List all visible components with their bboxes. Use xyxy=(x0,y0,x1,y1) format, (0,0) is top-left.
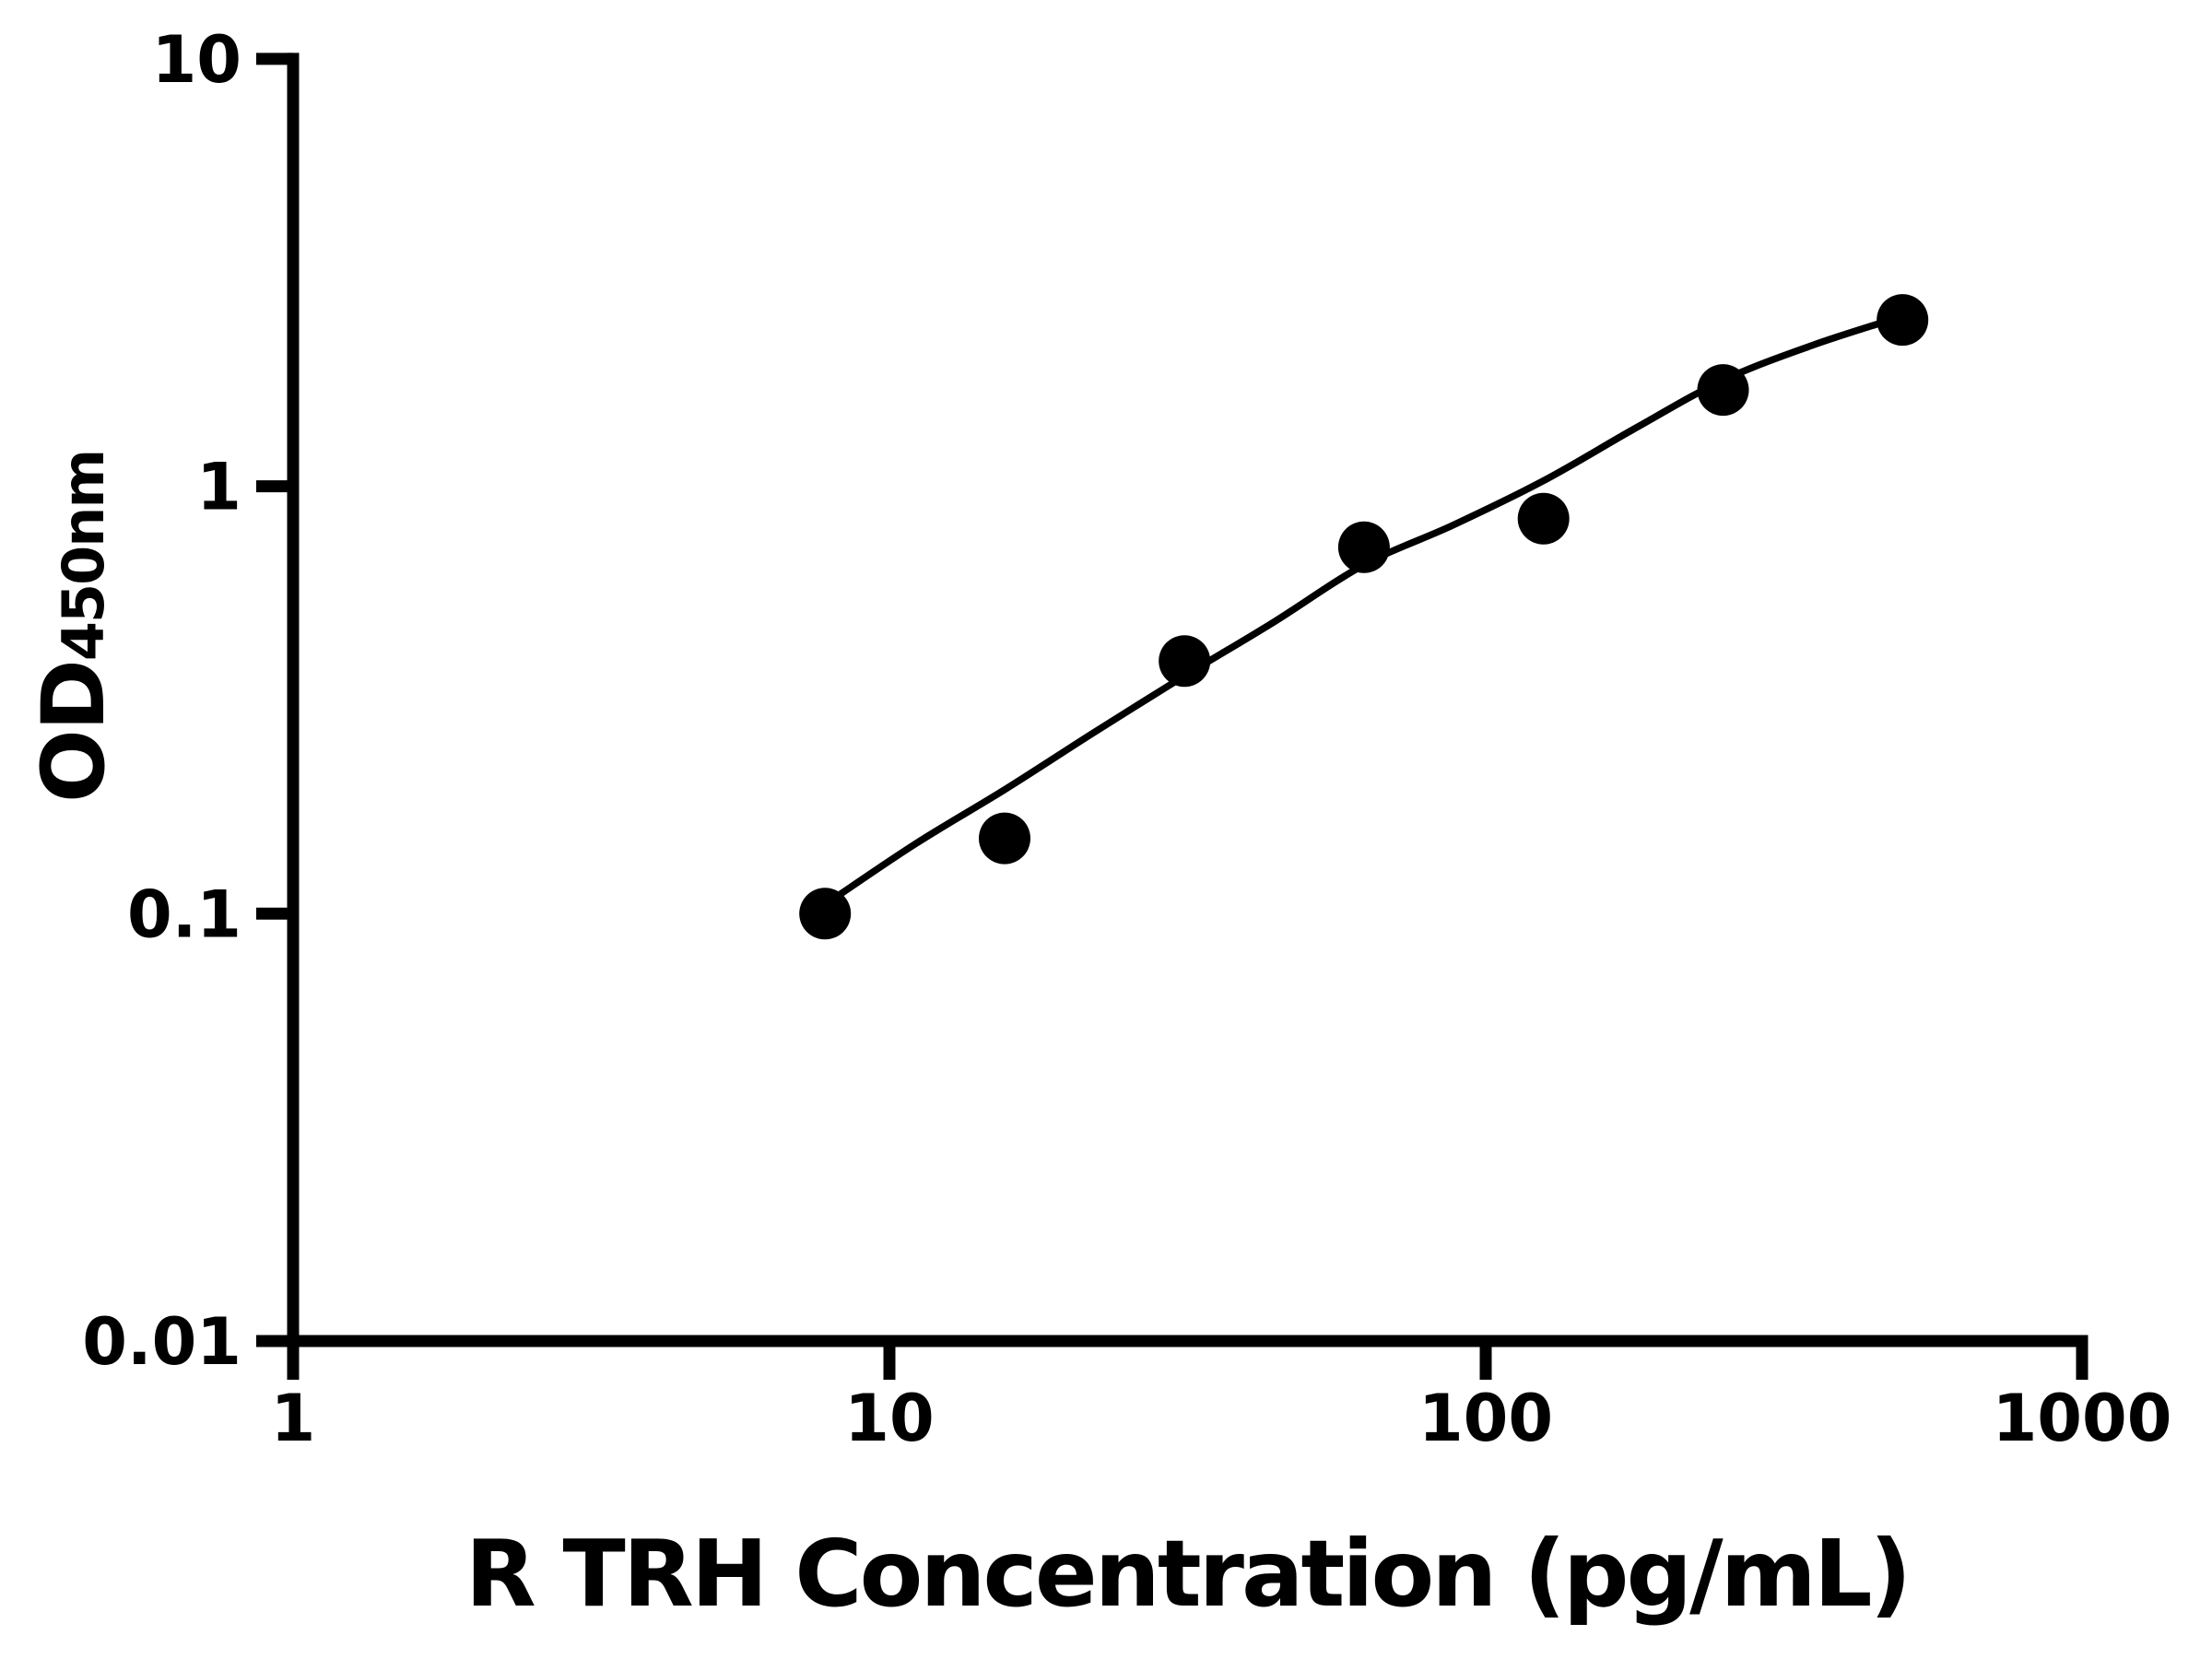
x-tick-label: 1000 xyxy=(1993,1381,2172,1456)
x-tick-label: 10 xyxy=(844,1381,934,1456)
y-axis-title-sub: 450nm xyxy=(50,451,117,661)
data-point xyxy=(1159,635,1211,688)
y-tick-label: 0.01 xyxy=(82,1304,241,1380)
y-axis-title-main: OD xyxy=(24,661,124,803)
x-tick-label: 1 xyxy=(271,1381,316,1456)
y-tick-label: 10 xyxy=(152,22,241,98)
data-point xyxy=(1877,294,1929,347)
axes: 0.01 0.1 1 10 1 10 100 1000 xyxy=(82,22,2171,1456)
data-point xyxy=(1517,492,1570,545)
x-tick-label: 100 xyxy=(1418,1381,1553,1456)
data-point xyxy=(979,812,1030,865)
data-point xyxy=(1697,364,1749,417)
plot-area xyxy=(799,294,1929,940)
y-tick-label: 1 xyxy=(196,450,241,525)
data-point xyxy=(1337,521,1390,573)
x-axis-title: R TRH Concentration (pg/mL) xyxy=(465,1520,1910,1628)
y-axis-title: OD450nm xyxy=(24,451,124,803)
data-point xyxy=(799,888,852,940)
y-tick-label: 0.1 xyxy=(127,877,241,952)
